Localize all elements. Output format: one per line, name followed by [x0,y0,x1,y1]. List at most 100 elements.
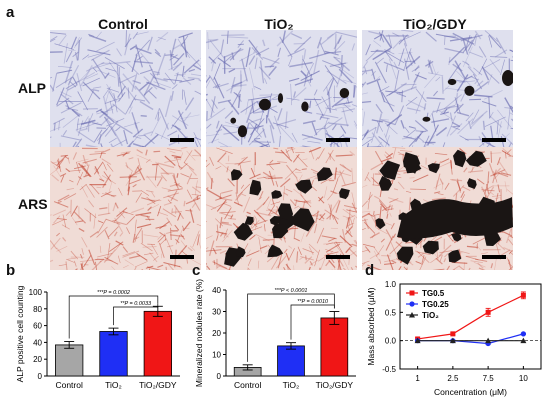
ars-stain-fiber [328,259,336,269]
ars-stain-fiber [146,215,151,222]
alp-stain-fiber [127,134,140,149]
y-tick-label: 0.5 [385,308,397,317]
ars-stain-fiber [65,210,71,216]
ars-stain-fiber [296,200,311,203]
ars-stain-fiber [174,224,180,231]
ars-stain-fiber [81,261,84,270]
ars-stain-fiber [180,152,184,161]
alp-stain-fiber [156,53,166,76]
alp-stain-fiber [414,119,429,132]
y-tick-label: 60 [33,322,42,331]
ars-stain-fiber [100,148,111,154]
ars-stain-fiber [177,212,181,221]
ars-stain-fiber [127,186,131,196]
ars-stain-fiber [262,239,274,241]
ars-stain-fiber [466,245,478,249]
ars-stain-fiber [93,167,104,182]
ars-stain-fiber [390,242,399,259]
alp-stain-fiber [326,77,335,96]
alp-stain-fiber [138,81,150,91]
bar [99,331,128,377]
ars-stain-fiber [186,189,193,199]
ars-stain-fiber [283,192,289,196]
alp-stain-fiber [440,111,449,116]
mineralized-nodule [293,208,315,232]
alp-stain-fiber [388,82,407,96]
alp-stain-fiber [256,111,264,133]
ars-stain-fiber [477,262,484,269]
ars-stain-fiber [119,176,137,178]
scale-bar [326,255,350,259]
alp-stain-fiber [336,65,345,88]
alp-stain-fiber [119,74,136,84]
ars-stain-fiber [233,201,243,207]
ars-stain-fiber [65,261,68,270]
alp-stain-fiber [327,91,332,114]
alp-dark-deposit [230,117,237,124]
ars-stain-fiber [362,243,376,248]
alp-stain-fiber [80,65,93,87]
ars-stain-fiber [191,186,201,194]
alp-stain-fiber [194,90,201,95]
ars-stain-fiber [132,233,136,243]
alp-stain-fiber [182,35,188,58]
ars-stain-fiber [56,232,61,237]
ars-stain-fiber [269,165,274,171]
ars-stain-fiber [206,265,211,270]
ars-stain-fiber [294,237,300,242]
mineralized-nodule [467,178,477,189]
row-header-ars: ARS [18,196,48,212]
alp-stain-fiber [490,55,508,59]
ars-stain-fiber [276,255,287,269]
alp-stain-fiber [116,48,122,57]
ars-stain-fiber [60,174,65,183]
alp-stain-fiber [471,76,479,81]
ars-stain-fiber [501,172,512,176]
ars-stain-fiber [174,184,182,188]
ars-stain-fiber [180,163,188,170]
ars-stain-fiber [241,157,246,160]
ars-stain-fiber [217,264,232,270]
alp-stain-fiber [255,47,270,56]
alp-stain-fiber [178,32,193,39]
alp-stain-fiber [158,108,169,130]
ars-stain-fiber [79,184,87,191]
ars-stain-fiber [285,149,290,153]
ars-stain-fiber [95,261,97,270]
alp-stain-fiber [50,32,67,35]
ars-stain-fiber [355,216,357,219]
ars-stain-fiber [298,174,303,182]
alp-stain-fiber [262,39,266,47]
alp-stain-fiber [97,69,116,78]
ars-stain-fiber [296,251,299,263]
significance-bracket [68,295,159,339]
alp-stain-fiber [301,55,304,69]
alp-stain-fiber [315,96,332,106]
alp-stain-fiber [167,130,178,137]
alp-stain-fiber [467,120,472,130]
alp-stain-fiber [119,77,123,97]
alp-stain-fiber [373,33,383,40]
ars-stain-fiber [195,186,201,189]
ars-stain-fiber [381,157,393,163]
alp-stain-fiber [311,122,318,136]
column-header-tio2-gdy: TiO₂/GDY [403,16,467,32]
ars-stain-fiber [268,206,275,215]
alp-stain-fiber [126,62,140,75]
alp-stain-fiber [194,137,201,141]
ars-stain-fiber [334,267,336,270]
ars-stain-fiber [217,160,233,173]
ars-stain-fiber [167,245,174,248]
alp-stain-fiber [247,123,258,143]
alp-stain-fiber [501,133,513,146]
alp-stain-fiber [116,65,120,87]
ars-stain-fiber [170,190,178,202]
ars-stain-fiber [213,260,216,266]
alp-stain-fiber [362,61,369,69]
ars-stain-fiber [185,197,201,205]
ars-stain-fiber [294,199,298,206]
ars-stain-fiber [314,223,318,234]
alp-stain-fiber [372,47,392,61]
ars-stain-fiber [436,180,438,187]
ars-stain-fiber [473,261,486,268]
